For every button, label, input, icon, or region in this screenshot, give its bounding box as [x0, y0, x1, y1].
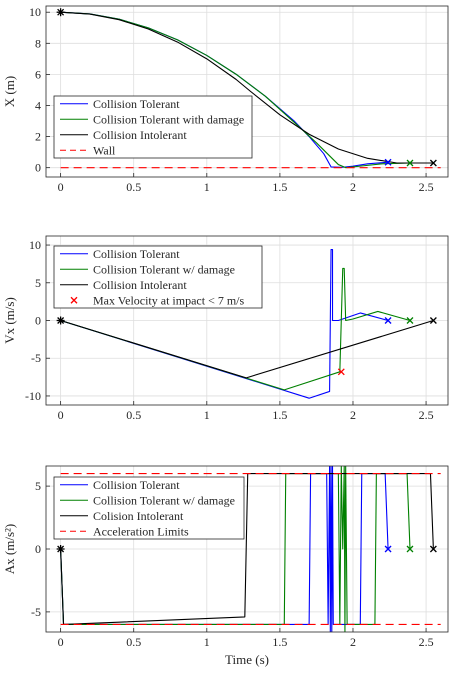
y-tick-label: -5 [31, 351, 41, 365]
series-line-collision-tolerant-with-damage [60, 11, 411, 169]
y-tick-label: 10 [29, 238, 41, 252]
y-tick-label: 0 [35, 314, 41, 328]
x-tick-label: 1.5 [272, 180, 287, 194]
x-tick-label: 0.5 [126, 180, 141, 194]
y-tick-label: 5 [35, 276, 41, 290]
data-point-marker [384, 158, 392, 166]
series-group [60, 466, 441, 632]
legend-entry: Colision Intolerant [93, 509, 184, 523]
data-point-marker [56, 545, 65, 553]
data-point-marker [337, 368, 345, 376]
data-point-marker [56, 316, 65, 325]
data-point-marker [429, 545, 437, 553]
series-line-collision-tolerant [60, 249, 389, 399]
x-tick-label: 1.5 [272, 635, 287, 649]
legend-entry: Collision Tolerant [93, 478, 180, 492]
y-tick-label: 4 [35, 98, 41, 112]
y-tick-label: 0 [35, 161, 41, 175]
data-point-marker [406, 545, 414, 553]
axes-box [45, 5, 449, 178]
legend-entry: Collision Tolerant w/ damage [93, 262, 235, 276]
chart-panel-2: 0 0.5 1 1.5 2 2.5 -10 -5 0 5 10 Vx (m/s) Collision T… [2, 235, 449, 422]
x-tick-label: 0.5 [126, 408, 141, 422]
x-axis-label: Time (s) [225, 652, 269, 667]
y-tick-label: 10 [29, 5, 41, 19]
y-tick-label: 2 [35, 130, 41, 144]
y-tick-label: -10 [25, 389, 41, 403]
series-line-collision-tolerant-w-damage [60, 267, 411, 391]
legend-entry: Collision Tolerant w/ damage [93, 493, 235, 507]
x-tick-label: 0.5 [126, 635, 141, 649]
legend-entry: Max Velocity at impact < 7 m/s [93, 293, 245, 307]
legend-entry: Wall [93, 143, 116, 157]
y-tick-label: 0 [35, 542, 41, 556]
x-tick-label: 1 [204, 635, 210, 649]
x-tick-label: 1 [204, 180, 210, 194]
x-tick-label: 0 [58, 408, 64, 422]
legend-box [53, 245, 263, 309]
legend-entry: Collision Tolerant [93, 97, 180, 111]
series-group [60, 11, 441, 169]
x-tick-label: 2.5 [419, 635, 434, 649]
x-tick-label: 2.5 [419, 180, 434, 194]
x-tick-label: 2 [350, 408, 356, 422]
legend-entry: Collision Tolerant with damage [93, 112, 244, 126]
x-tick-label: 2 [350, 635, 356, 649]
data-point-marker [384, 317, 392, 324]
legend-box [53, 95, 253, 159]
x-tick-label: 2.5 [419, 408, 434, 422]
data-point-marker [384, 545, 392, 553]
x-tick-label: 2 [350, 180, 356, 194]
data-point-marker [429, 159, 437, 167]
data-point-marker [429, 317, 437, 324]
y-axis-label: Ax (m/s²) [2, 524, 17, 574]
data-point-marker [406, 317, 414, 324]
chart-panel-1: 0 0.5 1 1.5 2 2.5 0 2 4 6 8 10 X (m) Collision Tolera… [2, 5, 449, 194]
data-point-marker [56, 8, 65, 17]
legend-entry: Acceleration Limits [93, 524, 189, 538]
series-line-colision-intolerant [60, 472, 434, 626]
chart-panel-3: 0 0.5 1 1.5 2 2.5 -5 0 5 Ax (m/s²) Time (s) Collisi… [2, 465, 449, 667]
legend-box [53, 476, 245, 540]
series-line-collision-tolerant [60, 466, 389, 632]
y-axis-label: X (m) [2, 76, 17, 107]
series-line-collision-intolerant [60, 11, 434, 164]
x-tick-label: 1 [204, 408, 210, 422]
x-tick-label: 0 [58, 180, 64, 194]
x-tick-label: 0 [58, 635, 64, 649]
y-axis-label: Vx (m/s) [2, 297, 17, 344]
y-tick-label: 6 [35, 67, 41, 81]
legend-swatch [70, 296, 78, 304]
series-line-collision-intolerant [60, 319, 434, 379]
legend-entry: Collision Tolerant [93, 247, 180, 261]
series-group [60, 249, 434, 399]
series-line-collision-tolerant-w-damage [60, 466, 411, 632]
y-tick-label: -5 [31, 605, 41, 619]
legend-entry: Collision Intolerant [93, 278, 187, 292]
y-tick-label: 5 [35, 479, 41, 493]
data-point-marker [406, 159, 414, 167]
x-tick-label: 1.5 [272, 408, 287, 422]
y-tick-label: 8 [35, 36, 41, 50]
legend-entry: Collision Intolerant [93, 128, 187, 142]
